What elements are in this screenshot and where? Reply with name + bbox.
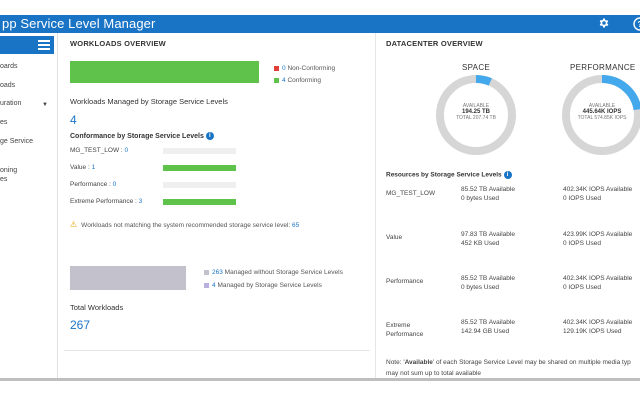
resource-name: MG_TEST_LOW	[386, 190, 436, 197]
performance-available-value: 445.64K IOPS	[582, 109, 622, 115]
mismatch-warning: ⚠ Workloads not matching the system recom…	[70, 220, 300, 229]
conformance-row-bar	[163, 148, 236, 154]
total-workloads-label: Total Workloads	[70, 303, 124, 312]
space-summary: AVAILABLE 194.25 TB TOTAL 207.74 TB	[446, 103, 506, 121]
resource-space: 97.83 TB Available 452 KB Used	[461, 231, 515, 247]
workloads-overview-title: WORKLOADS OVERVIEW	[70, 39, 166, 48]
resource-space: 85.52 TB Available 142.94 GB Used	[461, 319, 515, 335]
hamburger-menu-icon[interactable]	[38, 40, 50, 50]
datacenter-overview-title: DATACENTER OVERVIEW	[386, 39, 483, 48]
window-bottom-edge	[0, 378, 640, 381]
sidebar-item-resources[interactable]: es	[0, 119, 8, 126]
app-header: pp Service Level Manager ?	[0, 15, 640, 33]
resource-name: Performance	[386, 278, 424, 285]
sidebar-menu-bar[interactable]	[0, 36, 54, 54]
warning-icon: ⚠	[70, 220, 78, 229]
management-bar[interactable]	[70, 266, 186, 290]
performance-donut-used	[562, 75, 640, 155]
info-icon[interactable]: i	[503, 171, 512, 179]
sidebar-item-provisioning[interactable]: oning	[0, 167, 18, 174]
sidebar: oards oads uration ▼ es ge Service oning…	[0, 33, 58, 378]
divider	[64, 350, 370, 351]
space-donut[interactable]	[434, 73, 518, 157]
space-total: TOTAL 207.74 TB	[456, 115, 496, 121]
performance-summary: AVAILABLE 445.64K IOPS TOTAL 574.85K IOP…	[572, 103, 632, 121]
performance-available-label: AVAILABLE	[588, 103, 616, 109]
availability-note: Note: 'Available' of each Storage Servic…	[386, 359, 631, 366]
mismatch-count-link[interactable]: 65	[292, 222, 300, 229]
legend-nonconforming[interactable]: 0 Non-Conforming	[274, 65, 335, 72]
resource-performance: 402.34K IOPS Available 0 IOPS Used	[563, 275, 633, 291]
sidebar-item-storage-service[interactable]: ge Service	[0, 138, 34, 145]
resource-name: Extreme Performance	[386, 322, 424, 338]
space-available-value: 194.25 TB	[461, 109, 491, 115]
performance-total: TOTAL 574.85K IOPS	[577, 115, 627, 121]
conformance-row-label: MG_TEST_LOW : 0	[70, 147, 129, 154]
space-title: SPACE	[462, 63, 491, 72]
sidebar-item-provisioning-2[interactable]: es	[0, 176, 8, 183]
app-title: pp Service Level Manager	[2, 16, 156, 31]
legend-unmanaged[interactable]: 263 Managed without Storage Service Leve…	[204, 269, 343, 276]
conformance-row-bar	[163, 182, 236, 188]
chevron-down-icon[interactable]: ▼	[42, 102, 48, 108]
total-workloads-count[interactable]: 267	[70, 318, 91, 332]
resource-performance: 402.34K IOPS Available 0 IOPS Used	[563, 186, 633, 202]
sidebar-item-dashboards[interactable]: oards	[0, 63, 18, 70]
legend-conforming[interactable]: 4 Conforming	[274, 77, 321, 84]
resource-performance: 423.99K IOPS Available 0 IOPS Used	[563, 231, 633, 247]
help-glyph: ?	[638, 20, 640, 29]
resource-performance: 402.34K IOPS Available 129.19K IOPS Used	[563, 319, 633, 335]
legend-managed-ssl[interactable]: 4 Managed by Storage Service Levels	[204, 282, 322, 289]
resource-space: 85.52 TB Available 0 bytes Used	[461, 275, 515, 291]
unmanaged-swatch	[204, 269, 209, 275]
gear-icon[interactable]	[597, 17, 611, 31]
performance-donut[interactable]	[560, 73, 640, 157]
performance-title: PERFORMANCE	[570, 63, 636, 72]
conformance-row-label: Extreme Performance : 3	[70, 198, 143, 205]
resource-name: Value	[386, 234, 403, 241]
conformance-title: Conformance by Storage Service Levels i	[70, 132, 214, 140]
resource-space: 85.52 TB Available 0 bytes Used	[461, 186, 515, 202]
space-donut-used	[436, 75, 516, 155]
help-icon[interactable]: ?	[633, 17, 640, 31]
managed-ssl-swatch	[204, 282, 209, 288]
conformance-row-label: Performance : 0	[70, 181, 117, 188]
availability-note-line2: may not sum up to total available	[386, 370, 482, 377]
info-icon[interactable]: i	[205, 132, 214, 140]
conformance-row-bar	[163, 199, 236, 205]
sidebar-item-configuration[interactable]: uration	[0, 100, 22, 107]
conforming-swatch	[274, 77, 279, 83]
managed-workloads-label: Workloads Managed by Storage Service Lev…	[70, 97, 228, 106]
conformance-bar[interactable]	[70, 61, 259, 83]
managed-workloads-count[interactable]: 4	[70, 113, 77, 127]
divider	[375, 33, 376, 378]
resources-title: Resources by Storage Service Levels i	[386, 171, 512, 179]
conformance-row-label: Value : 1	[70, 164, 96, 171]
space-available-label: AVAILABLE	[462, 103, 490, 109]
sidebar-item-workloads[interactable]: oads	[0, 82, 16, 89]
conformance-row-bar	[163, 165, 236, 171]
nonconforming-swatch	[274, 65, 279, 71]
